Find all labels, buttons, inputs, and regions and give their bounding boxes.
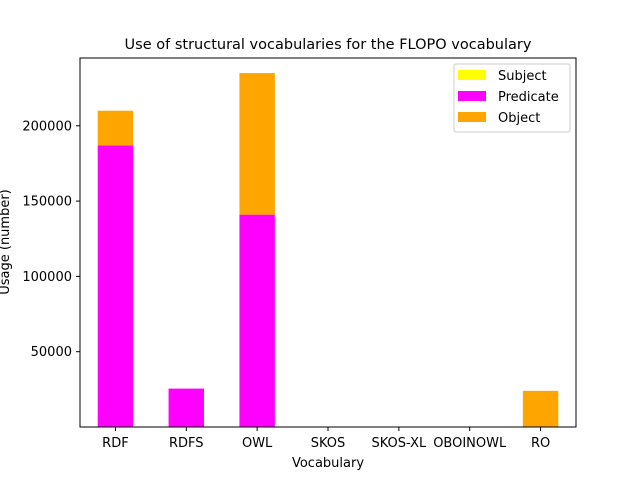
bar-ro-object [522, 390, 559, 427]
x-tick-label: RO [531, 436, 550, 451]
legend-label-object: Object [498, 111, 540, 126]
legend-label-subject: Subject [498, 69, 547, 84]
y-axis-ticks: 50000 100000 150000 200000 [22, 119, 80, 360]
y-tick-label: 50000 [31, 345, 72, 360]
y-tick-label: 150000 [22, 195, 72, 210]
legend-swatch-subject [458, 70, 486, 80]
bar-rdf-object [97, 110, 134, 146]
legend-swatch-object [458, 112, 486, 122]
x-tick-label: OWL [242, 436, 273, 451]
legend: Subject Predicate Object [453, 63, 571, 133]
legend-swatch-predicate [458, 91, 486, 101]
bar-owl-object [239, 73, 275, 215]
y-tick-label: 100000 [22, 270, 72, 285]
x-tick-label: RDFS [169, 436, 204, 451]
x-tick-label: RDF [102, 436, 129, 451]
bar-rdf-predicate [97, 145, 134, 427]
x-tick-label: SKOS [311, 436, 346, 451]
legend-items: Subject Predicate Object [458, 69, 559, 126]
chart-title: Use of structural vocabularies for the F… [125, 37, 532, 53]
bar-owl-predicate [239, 214, 275, 427]
x-axis-ticks: RDF RDFS OWL SKOS SKOS-XL OBOINOWL RO [102, 427, 550, 451]
legend-label-predicate: Predicate [498, 90, 559, 105]
bars-layer [97, 73, 559, 427]
plot-frame [79, 57, 577, 428]
x-tick-label: OBOINOWL [433, 436, 507, 451]
x-tick-label: SKOS-XL [371, 436, 426, 451]
bar-rdfs-predicate [168, 388, 204, 427]
y-axis-label: Usage (number) [0, 189, 13, 295]
x-axis-label: Vocabulary [292, 456, 364, 471]
y-tick-label: 200000 [22, 119, 72, 134]
